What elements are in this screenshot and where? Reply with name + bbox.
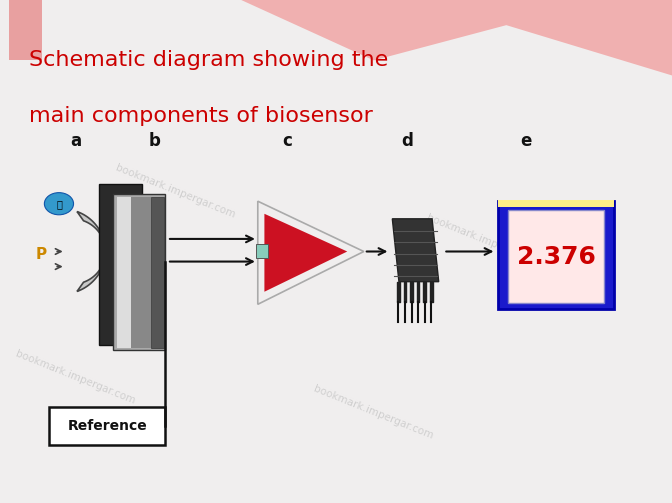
Text: d: d (401, 132, 413, 150)
Text: b: b (149, 132, 161, 150)
Text: 2.376: 2.376 (517, 244, 595, 269)
Circle shape (44, 193, 73, 215)
Bar (131, 197, 151, 348)
Bar (9, 0, 42, 60)
Bar (49, 407, 165, 445)
Polygon shape (264, 214, 347, 292)
Text: Reference: Reference (67, 419, 147, 433)
Text: Schematic diagram showing the: Schematic diagram showing the (29, 50, 388, 70)
Text: 🌐: 🌐 (56, 199, 62, 209)
Bar (99, 184, 142, 345)
Polygon shape (241, 0, 672, 75)
Text: P: P (36, 247, 47, 262)
Bar (498, 200, 614, 207)
Bar (507, 210, 603, 303)
Text: a: a (70, 132, 81, 150)
Bar (257, 244, 268, 258)
Bar (498, 201, 614, 309)
Text: bookmark.impergar.com: bookmark.impergar.com (14, 349, 137, 406)
Text: c: c (283, 132, 292, 150)
Bar (117, 197, 131, 348)
Text: e: e (521, 132, 532, 150)
Polygon shape (392, 219, 439, 282)
Bar (114, 194, 165, 350)
Polygon shape (77, 212, 106, 291)
Text: bookmark.impergar.com: bookmark.impergar.com (114, 162, 237, 220)
Bar (151, 197, 165, 348)
Text: main components of biosensor: main components of biosensor (29, 106, 373, 126)
Text: bookmark.impergar.com: bookmark.impergar.com (312, 384, 435, 441)
Text: bookmark.impergar.com: bookmark.impergar.com (425, 213, 548, 270)
